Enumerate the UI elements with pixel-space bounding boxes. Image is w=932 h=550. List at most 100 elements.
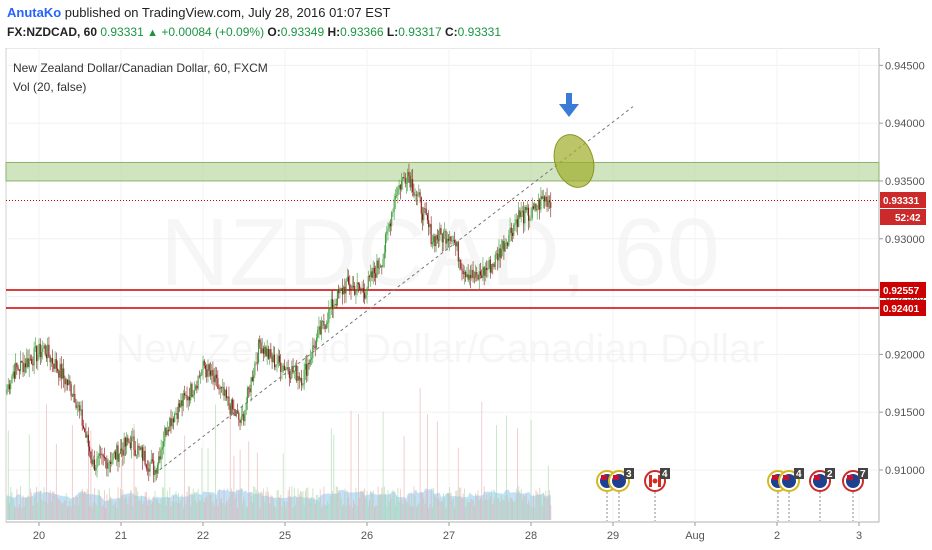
candle-body xyxy=(518,210,520,227)
candle-body xyxy=(119,448,121,455)
event-au-6[interactable]: 7 xyxy=(842,468,868,521)
volume-bar xyxy=(282,453,284,520)
close-value: 0.93331 xyxy=(457,25,502,39)
event-au-4[interactable]: 4 xyxy=(778,468,804,521)
volume-bar xyxy=(38,493,40,520)
candle-body xyxy=(344,286,346,294)
event-au-5[interactable]: 2 xyxy=(809,468,835,521)
price-axis[interactable]: 0.945000.940000.935000.930000.925000.920… xyxy=(879,60,925,477)
price-chart[interactable]: NZDCAD, 60 New Zealand Dollar/Canadian D… xyxy=(0,48,932,550)
candle-body xyxy=(176,413,178,419)
time-axis[interactable]: 20 21 22 25 26 27 28 29 Aug 2 3 xyxy=(33,522,862,542)
candle-body xyxy=(138,445,140,448)
candle-body xyxy=(166,429,168,436)
volume-bar xyxy=(158,502,160,520)
volume-bar xyxy=(23,505,25,520)
candle-body xyxy=(97,456,99,459)
candle-body xyxy=(324,325,326,329)
volume-bar xyxy=(330,428,332,520)
volume-bar xyxy=(148,496,150,520)
plot-area[interactable] xyxy=(5,48,880,523)
candle-body xyxy=(286,367,288,369)
volume-bar xyxy=(168,497,170,520)
candle-body xyxy=(398,184,400,188)
candle-body xyxy=(384,234,387,253)
candle-body xyxy=(419,192,421,198)
candle-body xyxy=(493,264,495,267)
symbol-label[interactable]: FX:NZDCAD, 60 xyxy=(7,25,98,39)
candle-body xyxy=(153,460,155,476)
volume-bar xyxy=(308,499,310,520)
candle-body xyxy=(269,349,271,359)
volume-bar xyxy=(234,497,236,520)
volume-bar xyxy=(393,491,395,520)
candle-body xyxy=(213,376,215,383)
candle-body xyxy=(161,447,163,450)
candle-body xyxy=(7,384,9,390)
volume-bar xyxy=(110,496,112,520)
candle-body xyxy=(393,199,395,212)
volume-bar xyxy=(290,497,292,520)
change-arrow-icon: ▲ xyxy=(147,27,158,39)
candle-body xyxy=(477,274,479,280)
candle-body xyxy=(412,179,414,193)
volume-bar xyxy=(92,501,94,520)
event-markers[interactable]: 3 4 4 xyxy=(596,468,868,521)
volume-bar xyxy=(266,486,268,520)
candle-body xyxy=(184,393,186,396)
candle-body xyxy=(309,359,311,365)
candle-body xyxy=(457,242,459,262)
volume-bar xyxy=(280,494,282,520)
volume-bar xyxy=(466,499,468,520)
candle-body xyxy=(209,370,211,376)
volume-bar xyxy=(34,495,36,520)
volume-bar xyxy=(513,502,515,520)
volume-bar xyxy=(173,496,174,520)
volume-bar xyxy=(161,487,163,520)
candle-body xyxy=(281,371,283,372)
volume-bar xyxy=(445,507,447,520)
candle-body xyxy=(239,419,241,423)
candle-body xyxy=(33,347,35,366)
author-link[interactable]: AnutaKo xyxy=(7,5,62,20)
candle-body xyxy=(238,412,240,420)
event-ca[interactable]: 4 xyxy=(644,468,670,521)
volume-bar xyxy=(165,505,167,520)
price-tick-label: 0.94000 xyxy=(885,118,925,130)
volume-bar xyxy=(488,493,490,520)
candle-body xyxy=(389,223,392,227)
volume-bar xyxy=(265,491,267,520)
volume-bar xyxy=(67,506,68,520)
volume-bar xyxy=(71,425,73,520)
candle-body xyxy=(451,240,453,242)
event-au-2[interactable]: 3 xyxy=(608,468,634,521)
volume-bar xyxy=(31,492,33,520)
volume-bar xyxy=(353,499,354,520)
volume-bar xyxy=(346,491,348,520)
candle-body xyxy=(424,208,426,209)
volume-bar xyxy=(157,498,158,520)
volume-bar xyxy=(180,499,182,520)
candle-body xyxy=(84,428,86,432)
candle-body xyxy=(197,375,199,389)
volume-bar xyxy=(219,499,221,520)
volume-bar xyxy=(76,497,78,520)
volume-bar xyxy=(318,502,320,520)
candle-body xyxy=(340,288,342,289)
candle-body xyxy=(299,377,302,381)
candle-body xyxy=(306,364,308,376)
volume-bar xyxy=(186,492,188,520)
volume-bar xyxy=(325,505,327,520)
candle-body xyxy=(150,459,152,464)
candle-body xyxy=(462,270,464,275)
candle-body xyxy=(500,248,502,258)
volume-bar xyxy=(140,495,142,520)
candle-body xyxy=(12,371,14,377)
volume-bar xyxy=(261,492,263,520)
volume-bar xyxy=(89,505,91,520)
volume-bar xyxy=(498,498,500,520)
candle-body xyxy=(548,200,551,203)
volume-bar xyxy=(491,490,493,520)
candle-body xyxy=(294,365,297,372)
candle-body xyxy=(186,395,188,401)
